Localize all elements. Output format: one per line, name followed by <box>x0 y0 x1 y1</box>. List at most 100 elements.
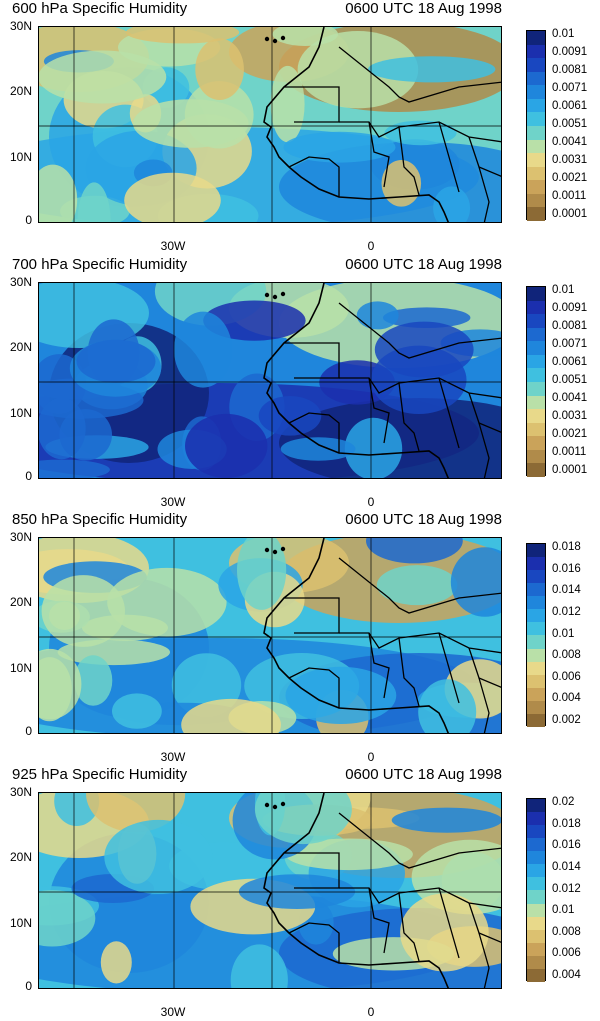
humidity-contour-region <box>100 941 132 984</box>
y-tick-label: 30N <box>9 785 32 799</box>
humidity-contour-region <box>376 565 458 606</box>
humidity-contour-region <box>203 300 306 341</box>
x-tick-label: 0 <box>367 495 375 509</box>
colorbar-swatch <box>527 864 545 878</box>
humidity-contour-region <box>185 413 268 478</box>
colorbar-label: 0.0081 <box>552 64 588 76</box>
humidity-contour-region <box>195 38 244 100</box>
colorbar-label: 0.01 <box>552 904 575 917</box>
country-border <box>338 46 501 103</box>
humidity-contour-region <box>77 182 111 222</box>
panel-title: 925 hPa Specific Humidity <box>12 766 188 783</box>
coastline <box>263 283 450 478</box>
colorbar-swatch <box>527 648 545 662</box>
country-border <box>398 382 420 452</box>
humidity-map <box>38 792 502 989</box>
y-tick-label: 20N <box>9 850 32 864</box>
humidity-contour-region <box>126 27 240 44</box>
humidity-contour-region <box>74 655 113 706</box>
y-tick-label: 10N <box>9 916 32 930</box>
map-panel-3: 925 hPa Specific Humidity 0600 UTC 18 Aug… <box>0 766 600 1021</box>
country-border <box>338 557 501 614</box>
colorbar-swatch <box>527 661 545 675</box>
country-border <box>288 667 340 708</box>
humidity-contour-region <box>391 807 501 833</box>
country-border <box>478 422 490 478</box>
country-border <box>398 892 420 962</box>
country-border <box>398 126 420 196</box>
humidity-contour-region <box>356 301 399 330</box>
humidity-contour-region <box>283 131 396 163</box>
colorbar-swatch <box>527 327 545 342</box>
canary-islands <box>272 38 278 44</box>
colorbar-label: 0.004 <box>552 969 581 981</box>
x-tick-label: 30W <box>160 239 186 253</box>
colorbar-label: 0.02 <box>552 796 575 808</box>
colorbar-label: 0.01 <box>552 284 575 296</box>
canary-islands <box>264 802 270 808</box>
y-tick-label: 0 <box>25 724 32 738</box>
humidity-contour-region <box>41 575 125 647</box>
y-tick-label: 30N <box>9 19 32 33</box>
humidity-contour-region <box>76 339 156 383</box>
colorbar-swatch <box>527 838 545 852</box>
country-border <box>338 302 501 359</box>
humidity-contour-region <box>124 172 221 222</box>
humidity-contour-region <box>450 547 501 617</box>
humidity-contour-region <box>368 56 496 83</box>
colorbar-label: 0.0001 <box>552 208 588 220</box>
coastline <box>263 27 450 222</box>
canary-islands <box>280 291 286 297</box>
country-border <box>368 377 390 444</box>
colorbar-swatch <box>527 596 545 610</box>
humidity-contour-region <box>270 65 305 143</box>
humidity-contour-region <box>272 27 338 46</box>
colorbar-swatch <box>527 929 545 943</box>
humidity-contour-region <box>366 538 463 564</box>
humidity-contour-region <box>238 874 356 909</box>
x-tick-label: 0 <box>367 1005 375 1019</box>
colorbar-swatch <box>527 31 545 45</box>
country-border <box>398 637 420 707</box>
humidity-contour-region <box>237 538 287 610</box>
panel-time: 0600 UTC 18 Aug 1998 <box>345 256 502 273</box>
colorbar-swatch <box>527 354 545 369</box>
country-border <box>438 632 460 704</box>
colorbar <box>526 543 546 727</box>
colorbar-swatch <box>527 422 545 437</box>
panel-title: 600 hPa Specific Humidity <box>12 0 188 17</box>
humidity-contour-region <box>39 397 86 460</box>
colorbar-label: 0.018 <box>552 541 581 553</box>
colorbar-swatch <box>527 58 545 72</box>
canary-islands <box>264 36 270 42</box>
colorbar-label: 0.01 <box>552 627 575 640</box>
humidity-contour-region <box>181 698 281 733</box>
colorbar-swatch <box>527 153 545 167</box>
colorbar-swatch <box>527 942 545 956</box>
humidity-contour-region <box>285 666 397 724</box>
colorbar-swatch <box>527 557 545 571</box>
humidity-contour-region <box>297 31 419 109</box>
colorbar-swatch <box>527 449 545 464</box>
colorbar-label: 0.0091 <box>552 302 588 314</box>
colorbar-label: 0.01 <box>552 28 575 40</box>
colorbar <box>526 286 546 477</box>
humidity-contour-region <box>112 693 162 729</box>
colorbar-label: 0.012 <box>552 605 581 618</box>
country-border <box>284 597 340 634</box>
colorbar-swatch <box>527 635 545 649</box>
colorbar-swatch <box>527 71 545 86</box>
colorbar-label: 0.0031 <box>552 410 588 422</box>
humidity-contour-region <box>344 417 403 478</box>
humidity-contour-region <box>433 186 471 222</box>
colorbar-label: 0.0031 <box>552 154 588 166</box>
y-tick-label: 10N <box>9 150 32 164</box>
colorbar-label: 0.0051 <box>552 118 588 130</box>
colorbar-swatch <box>527 799 545 813</box>
colorbar-label: 0.004 <box>552 692 581 705</box>
humidity-contour-region <box>39 164 78 222</box>
colorbar-label: 0.0021 <box>552 428 588 440</box>
y-tick-label: 20N <box>9 84 32 98</box>
colorbar-swatch <box>527 341 545 355</box>
country-border <box>288 156 340 197</box>
